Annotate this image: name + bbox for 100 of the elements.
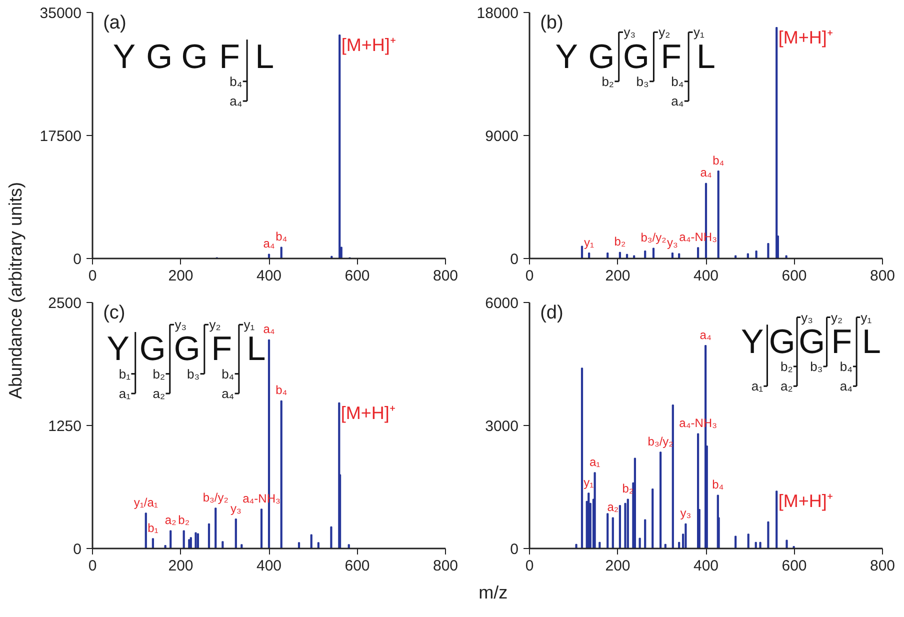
x-tick-label: 0 [525,268,534,284]
x-tick-label: 800 [432,558,458,574]
y-tick-label: 9000 [485,128,519,145]
annotation: y₃ [624,24,636,40]
annotation: a₂ [780,378,793,394]
y-tick-label: 0 [510,251,518,268]
annotation: b₄ [276,230,288,244]
annotation: G [139,330,166,368]
x-axis-title: m/z [478,582,508,602]
x-tick-label: 0 [525,558,534,574]
annotation: F [660,38,682,76]
x-tick-label: 800 [870,558,896,574]
annotation: [M+H]⁺ [340,402,396,423]
annotation: G [588,38,615,76]
x-tick-label: 0 [88,558,97,574]
x-tick-label: 800 [870,268,896,284]
x-tick-label: 400 [256,558,282,574]
y-tick-label: 0 [510,541,518,558]
annotation: b₂ [602,74,614,89]
annotation: b₄ [840,358,852,374]
annotation: y₁ [584,235,594,250]
annotation: F [219,38,240,76]
annotation: a₁ [118,386,132,402]
annotation: a₁ [589,454,600,469]
x-tick-label: 400 [693,558,719,574]
x-tick-label: 400 [693,268,719,284]
annotation: [M+H]⁺ [778,491,833,512]
y-tick-label: 1250 [48,418,82,435]
annotation: G [181,38,208,76]
y-axis-title: Abundance (arbitrary units) [6,182,26,400]
annotation: G [146,38,173,76]
annotation: b₄ [712,153,724,168]
annotation: Y [555,38,578,76]
annotation: a₂ [152,386,166,402]
y-tick-label: 17500 [40,128,82,145]
chart-title: (a) [103,12,126,34]
annotation: b₂ [178,513,190,528]
annotation: Y [112,38,136,76]
annotation: y₁ [693,24,705,40]
x-tick-label: 400 [256,268,282,284]
x-tick-label: 600 [782,268,807,284]
annotation: b₂ [614,234,626,249]
annotation: y₁ [244,317,256,332]
y-tick-label: 0 [73,251,82,268]
annotation: b₁ [148,520,158,535]
annotation: a₄ [230,94,242,109]
annotation: a₂ [164,513,177,528]
x-tick-label: 800 [432,268,458,284]
annotation: b₄ [230,74,242,89]
annotation: y₁ [860,310,872,325]
annotation: a₄ [671,94,684,109]
annotation: F [211,330,232,368]
annotation: a₄ [700,328,712,342]
chart-title: (b) [540,12,564,34]
y-tick-label: 0 [73,541,82,558]
annotation: b₂ [152,366,166,382]
annotation: Y [106,330,130,368]
annotation: b₄ [276,383,288,398]
x-tick-label: 600 [344,268,370,284]
x-tick-label: 600 [344,558,370,574]
chart-title: (d) [540,302,564,324]
annotation: b₂ [780,358,793,374]
annotation: y₃ [667,235,678,250]
annotation: a₄ [840,378,852,394]
annotation: b₁ [118,366,132,382]
x-tick-label: 200 [168,558,194,574]
annotation: b₃ [810,358,823,374]
annotation: a₁ [751,378,764,394]
annotation: y₁/a₁ [134,495,158,510]
annotation: y₃ [801,310,813,325]
annotation: G [768,322,796,361]
annotation: b₃/y₂ [640,230,667,245]
annotation: [M+H]⁺ [341,34,396,55]
annotation: b₄ [222,366,234,382]
annotation: a₄ [263,322,275,336]
annotation: Y [740,322,764,361]
annotation: y₂ [830,310,843,325]
annotation: b₃ [187,366,200,382]
annotation: y₃ [680,506,692,520]
annotation: y₃ [174,317,187,332]
annotation: b₃ [636,74,649,89]
annotation: a₄ [700,166,712,180]
annotation: [M+H]⁺ [778,28,833,48]
annotation: L [696,38,716,76]
y-tick-label: 3000 [485,418,519,435]
annotation: b₄ [712,478,724,492]
y-tick-label: 2500 [48,295,82,312]
x-tick-label: 200 [605,558,630,574]
x-tick-label: 0 [88,268,97,284]
x-tick-label: 600 [782,558,807,574]
y-tick-label: 18000 [476,5,519,22]
annotation: b₃/y₂ [202,490,229,504]
annotation: L [255,38,274,76]
x-tick-label: 200 [605,268,630,284]
annotation: y₁ [584,475,594,490]
annotation: y₃ [230,501,242,516]
annotation: b₄ [671,74,684,89]
annotation: y₂ [209,317,221,332]
annotation: a₄ [222,386,234,402]
annotation: y₂ [658,24,670,40]
